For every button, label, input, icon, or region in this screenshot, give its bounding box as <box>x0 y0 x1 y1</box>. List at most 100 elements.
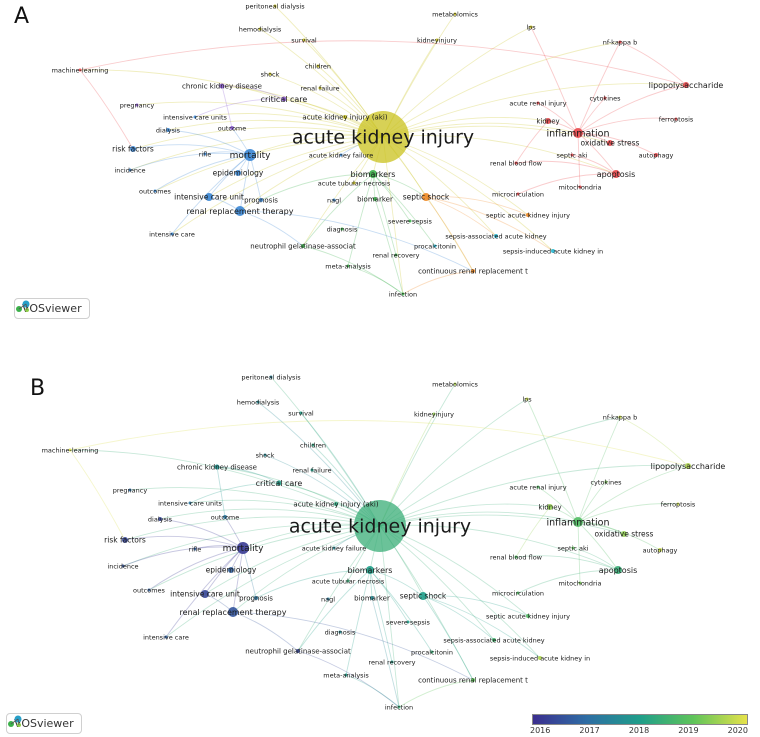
keyword-label: continuous renal replacement t <box>418 267 528 275</box>
co-occurrence-link <box>379 464 689 527</box>
keyword-label: biomarker <box>357 195 393 203</box>
co-occurrence-link <box>79 40 687 86</box>
co-occurrence-link <box>345 674 400 708</box>
co-occurrence-link <box>425 196 529 216</box>
keyword-node <box>205 193 213 201</box>
keyword-label: infection <box>385 703 413 711</box>
vosviewer-logo-icon <box>8 715 22 727</box>
keyword-label: acute kidney failure <box>309 151 374 159</box>
keyword-label: cytokines <box>590 478 622 486</box>
co-occurrence-link <box>216 466 226 518</box>
keyword-label: renal failure <box>300 84 339 92</box>
keyword-label: rifle <box>189 545 202 553</box>
scale-tick: 2017 <box>579 726 600 735</box>
keyword-node <box>122 537 128 543</box>
keyword-label: kidney <box>536 117 559 125</box>
keyword-label: epidemiology <box>206 566 257 575</box>
keyword-label: neutrophil gelatinase-associat <box>245 647 351 655</box>
co-occurrence-link <box>372 173 436 247</box>
keyword-node <box>676 502 680 506</box>
co-occurrence-link <box>260 173 374 201</box>
keyword-label: children <box>305 62 331 70</box>
keyword-node <box>170 232 174 236</box>
co-occurrence-link <box>379 525 400 708</box>
keyword-node <box>193 547 197 551</box>
co-occurrence-link <box>577 41 621 134</box>
co-occurrence-link <box>422 595 474 681</box>
keyword-node <box>536 485 540 489</box>
keyword-node <box>158 517 162 521</box>
keyword-label: hemodialysis <box>239 25 282 33</box>
keyword-node <box>244 149 256 161</box>
keyword-node <box>203 152 207 156</box>
keyword-label: intensive care units <box>158 499 222 507</box>
keyword-label: renal recovery <box>369 658 416 666</box>
keyword-node <box>235 170 241 176</box>
keyword-node <box>422 193 430 201</box>
network-panel-b: peritoneal dialysis metabolomics hemodialy… <box>0 368 760 737</box>
keyword-label: oxidative stress <box>581 139 640 148</box>
keyword-label: intensive care units <box>163 113 227 121</box>
keyword-node <box>471 678 475 682</box>
keyword-node <box>214 464 220 470</box>
keyword-label: severe sepsis <box>386 618 431 626</box>
keyword-label: renal replacement therapy <box>180 608 287 617</box>
keyword-label: incidence <box>114 166 145 174</box>
keyword-node <box>433 244 437 248</box>
co-occurrence-link <box>159 508 381 527</box>
keyword-node <box>311 443 315 447</box>
co-occurrence-link <box>171 154 251 235</box>
keyword-node <box>571 546 575 550</box>
co-occurrence-link <box>372 173 397 256</box>
keyword-node <box>529 25 533 29</box>
co-occurrence-link <box>382 83 687 138</box>
co-occurrence-link <box>122 523 381 567</box>
keyword-node <box>276 480 282 486</box>
keyword-node <box>401 292 405 296</box>
keyword-label: sepsis-induced acute kidney in <box>490 654 590 662</box>
keyword-node <box>603 96 607 100</box>
keyword-node <box>373 197 377 201</box>
keyword-label: acute renal injury <box>509 99 566 107</box>
node-layer <box>78 4 689 296</box>
co-occurrence-link <box>369 569 433 653</box>
keyword-node <box>654 153 658 157</box>
keyword-label: mortality <box>223 544 265 554</box>
keyword-node <box>346 579 350 583</box>
keyword-node <box>408 219 412 223</box>
co-occurrence-link <box>425 196 554 252</box>
vosviewer-badge-label: VOSviewer <box>22 302 82 315</box>
keyword-label: ferroptosis <box>661 500 696 508</box>
co-occurrence-link <box>347 265 404 295</box>
keyword-label: acute tubular necrosis <box>318 179 391 187</box>
co-occurrence-link <box>572 547 619 571</box>
co-occurrence-link <box>79 69 384 138</box>
keyword-label: renal blood flow <box>490 553 543 561</box>
keyword-label: acute kidney injury (aki) <box>302 113 387 121</box>
co-occurrence-link <box>129 152 251 171</box>
keyword-label: prognosis <box>244 196 278 204</box>
keyword-label: chronic kidney disease <box>182 82 262 90</box>
keyword-node <box>299 411 303 415</box>
co-occurrence-link <box>515 160 617 175</box>
keyword-node <box>618 40 622 44</box>
co-occurrence-link <box>577 503 679 523</box>
co-occurrence-link <box>79 69 134 150</box>
keyword-node <box>340 227 344 231</box>
keyword-node <box>316 64 320 68</box>
vosviewer-badge-b: VOSviewer <box>6 713 82 734</box>
keyword-node <box>390 660 394 664</box>
co-occurrence-link <box>619 41 687 86</box>
co-occurrence-link <box>221 85 285 100</box>
keyword-node <box>235 206 245 216</box>
co-occurrence-link <box>382 134 617 175</box>
scale-tick: 2016 <box>530 726 551 735</box>
co-occurrence-link <box>398 679 474 708</box>
co-occurrence-link <box>194 98 285 118</box>
keyword-label: peritoneal dialysis <box>245 2 305 10</box>
co-occurrence-link <box>374 198 404 295</box>
keyword-label: survival <box>288 409 314 417</box>
keyword-label: acute kidney injury <box>292 127 474 149</box>
co-occurrence-link <box>577 465 689 523</box>
keyword-node <box>166 128 170 132</box>
